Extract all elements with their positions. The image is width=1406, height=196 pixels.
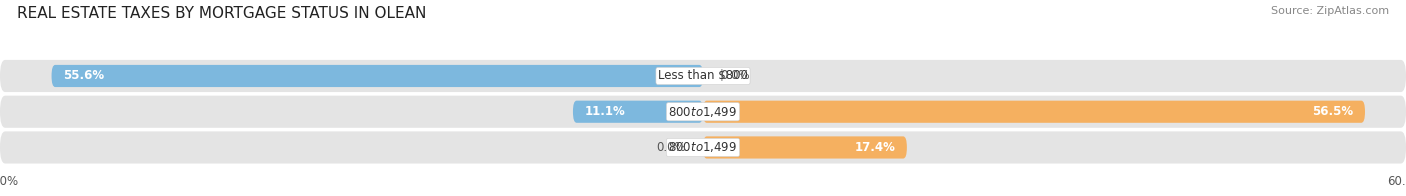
Text: $800 to $1,499: $800 to $1,499: [668, 105, 738, 119]
Text: 11.1%: 11.1%: [585, 105, 626, 118]
Text: 17.4%: 17.4%: [855, 141, 896, 154]
Text: 55.6%: 55.6%: [63, 69, 104, 83]
Text: Less than $800: Less than $800: [658, 69, 748, 83]
Text: 0.0%: 0.0%: [655, 141, 686, 154]
Text: $800 to $1,499: $800 to $1,499: [668, 141, 738, 154]
FancyBboxPatch shape: [703, 136, 907, 159]
Text: 0.0%: 0.0%: [721, 69, 751, 83]
Text: REAL ESTATE TAXES BY MORTGAGE STATUS IN OLEAN: REAL ESTATE TAXES BY MORTGAGE STATUS IN …: [17, 6, 426, 21]
FancyBboxPatch shape: [0, 96, 1406, 128]
FancyBboxPatch shape: [0, 60, 1406, 92]
FancyBboxPatch shape: [703, 101, 1365, 123]
FancyBboxPatch shape: [52, 65, 703, 87]
FancyBboxPatch shape: [574, 101, 703, 123]
Text: 56.5%: 56.5%: [1312, 105, 1354, 118]
FancyBboxPatch shape: [0, 131, 1406, 163]
Text: Source: ZipAtlas.com: Source: ZipAtlas.com: [1271, 6, 1389, 16]
